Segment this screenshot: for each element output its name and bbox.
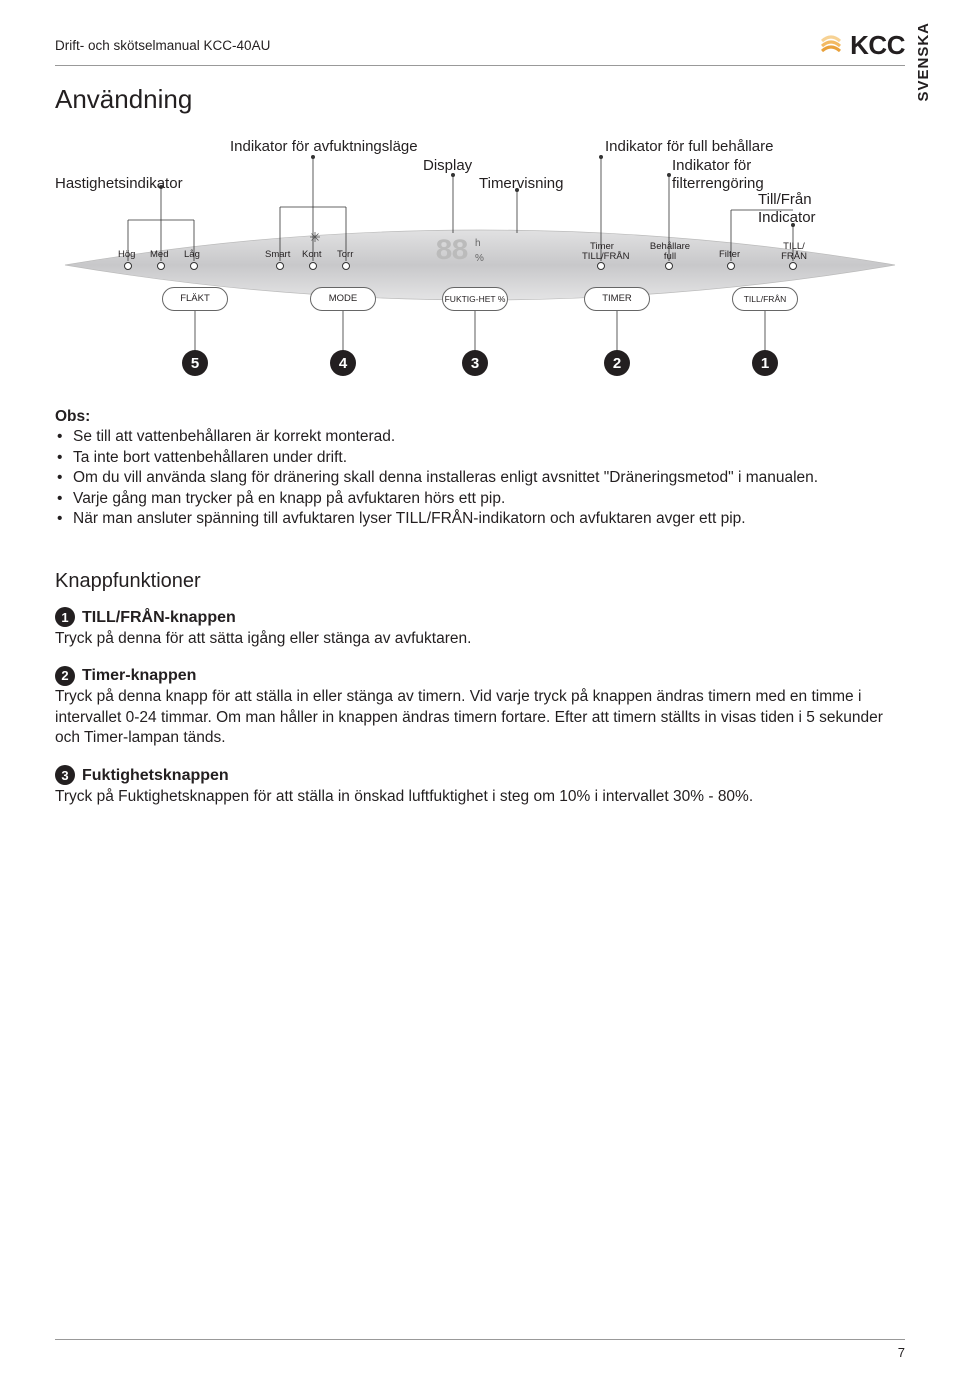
callout-tillfran-line1: Till/Från [758,191,812,208]
lbl-timer-l2: TILL/FRÅN [582,251,630,262]
badge-5: 5 [182,350,208,376]
btn-fuktighet[interactable]: FUKTIG- HET % [442,287,508,311]
display-digits: 88 [435,235,467,269]
badge-2: 2 [604,350,630,376]
btn-flakt[interactable]: FLÄKT [162,287,228,311]
callout-timervisning: Timervisning [479,175,563,193]
callout-filterreng-1: Indikator för filterrengöring [672,157,764,193]
callout-tillfran-line2: Indicator [758,209,816,226]
kcc-swirl-icon [818,33,844,59]
functions-heading: Knappfunktioner [55,570,905,593]
callout-display: Display [423,157,472,175]
fn1-body: Tryck på denna för att sätta igång eller… [55,629,905,649]
lbl-smart: Smart [265,250,290,260]
obs-block: Obs: Se till att vattenbehållaren är kor… [55,407,905,530]
fn1-num: 1 [55,607,75,627]
callout-filterreng-line1: Indikator för [672,157,751,174]
control-panel-diagram: Hastighetsindikator Indikator för avfukt… [55,135,905,385]
fn2: 2 Timer-knappen Tryck på denna knapp för… [55,665,905,748]
lbl-behallare-l2: full [664,251,676,262]
fn3-title: Fuktighetsknappen [82,765,229,786]
callout-tillfran-ind: Till/Från Indicator [758,191,816,227]
callout-hastighet: Hastighetsindikator [55,175,183,193]
fn2-num: 2 [55,666,75,686]
badge-3: 3 [462,350,488,376]
led [157,262,165,270]
callout-avfuktlage: Indikator för avfuktningsläge [230,138,418,156]
led [665,262,673,270]
btn-fuktighet-l1: FUKTIG- [445,295,479,304]
lbl-behallare: Behållare full [647,242,693,262]
badge-4: 4 [330,350,356,376]
btn-fuktighet-l2: HET % [479,295,506,304]
defrost-icon [309,231,321,243]
fn2-body: Tryck på denna knapp för att ställa in e… [55,687,905,748]
page-header: Drift- och skötselmanual KCC-40AU KCC [55,30,905,66]
obs-item: Om du vill använda slang för dränering s… [55,468,905,488]
led [789,262,797,270]
btn-timer[interactable]: TIMER [584,287,650,311]
obs-list: Se till att vattenbehållaren är korrekt … [55,427,905,529]
led [597,262,605,270]
fn3-body: Tryck på Fuktighetsknappen för att ställ… [55,787,905,807]
footer-rule [55,1339,905,1340]
btn-mode[interactable]: MODE [310,287,376,311]
obs-item: Varje gång man trycker på en knapp på av… [55,489,905,509]
obs-head: Obs: [55,407,905,427]
doc-title: Drift- och skötselmanual KCC-40AU [55,38,270,53]
fn3-num: 3 [55,765,75,785]
btn-tillfran-l2: FRÅN [763,295,786,304]
obs-item: Se till att vattenbehållaren är korrekt … [55,427,905,447]
language-tab: SVENSKA [915,22,932,102]
lbl-torr: Torr [337,250,353,260]
obs-item: När man ansluter spänning till avfuktare… [55,509,905,529]
led [342,262,350,270]
callout-full-behallare: Indikator för full behållare [605,138,773,156]
led [190,262,198,270]
lbl-kont: Kont [302,250,322,260]
logo-text: KCC [850,30,905,61]
lbl-hog: Hög [118,250,135,260]
lbl-tillfran-l2: FRÅN [781,251,807,262]
fn3: 3 Fuktighetsknappen Tryck på Fuktighetsk… [55,765,905,808]
lbl-timer: Timer TILL/FRÅN [582,242,622,262]
lbl-med: Med [150,250,168,260]
lbl-filter: Filter [719,250,740,260]
lbl-tillfran: TILL/ FRÅN [777,242,811,262]
obs-item: Ta inte bort vattenbehållaren under drif… [55,448,905,468]
badge-1: 1 [752,350,778,376]
fn2-title: Timer-knappen [82,665,196,686]
fn1-title: TILL/FRÅN-knappen [82,607,236,628]
section-heading: Användning [55,84,905,115]
unit-pct: % [475,253,484,264]
led [124,262,132,270]
fn1: 1 TILL/FRÅN-knappen Tryck på denna för a… [55,607,905,650]
unit-h: h [475,238,481,249]
lbl-lag: Låg [184,250,200,260]
callout-filterreng-line2: filterrengöring [672,175,764,192]
led [727,262,735,270]
led [309,262,317,270]
btn-tillfran-l1: TILL/ [744,295,763,304]
page-number: 7 [898,1345,905,1360]
led [276,262,284,270]
brand-logo: KCC [818,30,905,61]
btn-tillfran[interactable]: TILL/ FRÅN [732,287,798,311]
